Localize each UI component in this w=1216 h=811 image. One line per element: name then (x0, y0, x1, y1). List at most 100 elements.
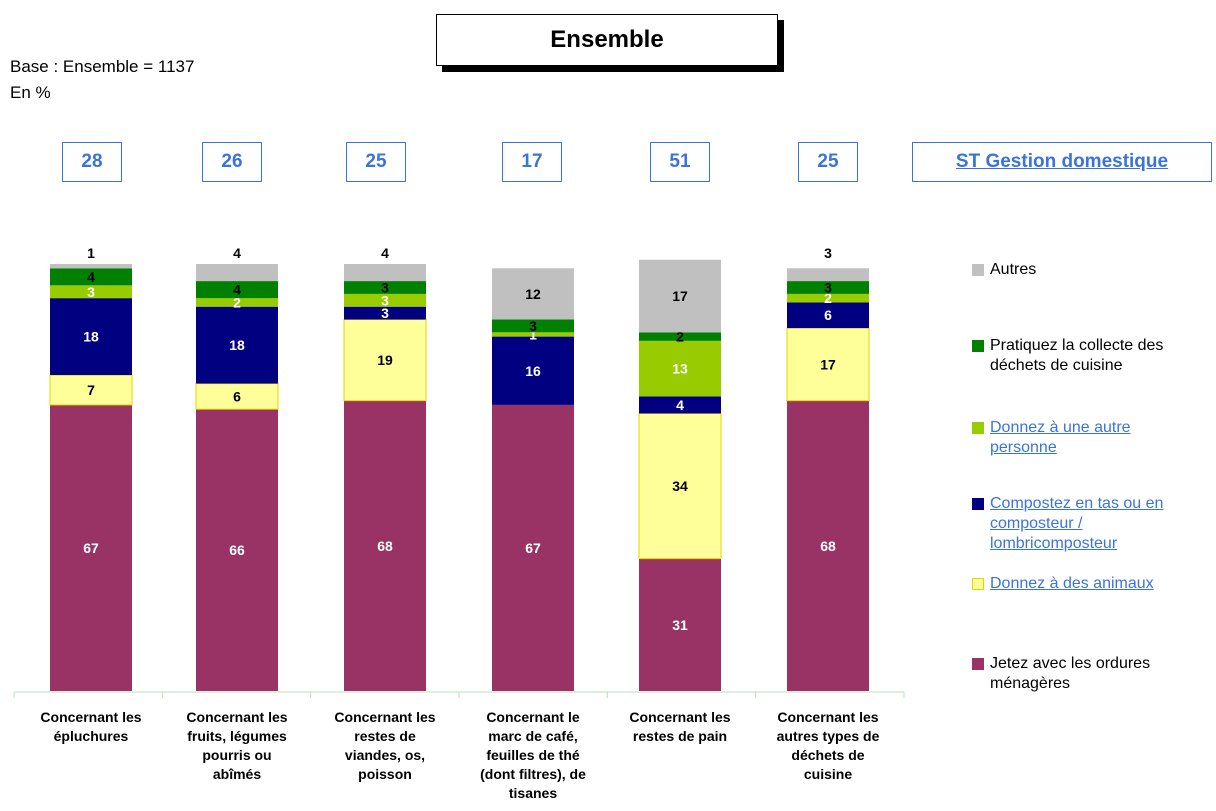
legend-label-line[interactable]: lombricomposteur (990, 535, 1118, 552)
data-label: 1 (87, 245, 95, 261)
bar-segment-donnez-personne (787, 293, 869, 303)
legend-label-line: déchets de cuisine (990, 357, 1123, 374)
category-label: Concernant les restes de pain (610, 708, 750, 746)
legend-label[interactable]: Donnez à des animaux (990, 574, 1154, 594)
bar-segment-jetez (50, 404, 132, 691)
category-label-line: restes de pain (632, 728, 728, 744)
category-label-line: autres types de (776, 728, 880, 744)
bar-segment-jetez (196, 409, 278, 691)
legend-label-line[interactable]: Donnez à des animaux (990, 575, 1154, 592)
legend-item[interactable]: Donnez à des animaux (972, 574, 1212, 594)
st-total-2: 26 (202, 142, 262, 182)
legend-label-line[interactable]: composteur / (990, 515, 1083, 532)
data-label: 68 (377, 538, 393, 554)
legend-label[interactable]: Compostez en tas ou en composteur / lombri… (990, 494, 1163, 554)
st-total-value: 51 (669, 151, 691, 172)
legend-label: Autres (990, 260, 1036, 280)
category-label-line: marc de café, (488, 728, 578, 744)
data-label: 6 (233, 388, 241, 404)
category-label-line: (dont filtres), de (480, 766, 586, 782)
base-note: Base : Ensemble = 1137 En % (10, 54, 194, 106)
category-label: Concernant les épluchures (21, 708, 161, 746)
bar-segment-collecte (787, 281, 869, 294)
data-label: 34 (672, 478, 688, 494)
st-total-value: 25 (365, 151, 387, 172)
data-label: 6 (824, 307, 832, 323)
bar-segment-collecte (196, 281, 278, 299)
bar-segment-compostez (492, 336, 574, 405)
legend-label-line: Autres (990, 261, 1037, 278)
data-label: 17 (672, 288, 688, 304)
st-total-value: 25 (817, 151, 839, 172)
bar-segment-animaux (343, 319, 427, 402)
legend-label-line: ménagères (990, 675, 1071, 692)
bar-segment-compostez (639, 396, 721, 414)
bar-segment-jetez (787, 400, 869, 691)
bar-segment-jetez (639, 558, 721, 691)
data-label: 3 (824, 279, 832, 295)
data-label: 18 (229, 337, 245, 353)
bar-segment-collecte (50, 268, 132, 286)
category-label-line: tisanes (508, 785, 558, 801)
bar-segment-autres (639, 259, 721, 333)
legend-item: Jetez avec les ordures ménagères (972, 654, 1212, 694)
bar-segment-autres (196, 264, 278, 282)
legend-swatch (972, 422, 984, 434)
bar-segment-animaux (49, 374, 133, 406)
legend-item[interactable]: Compostez en tas ou en composteur / lombri… (972, 494, 1212, 554)
category-label-line: Concernant les (40, 709, 142, 725)
category-label-line: cuisine (803, 766, 853, 782)
base-line: Base : Ensemble = 1137 (10, 57, 195, 76)
category-label-line: Concernant les (629, 709, 731, 725)
legend-label-line[interactable]: Donnez à une autre (990, 419, 1131, 436)
bar-segment-compostez (344, 306, 426, 320)
bar-segment-autres (344, 264, 426, 282)
category-label-line: fruits, légumes (187, 728, 287, 744)
data-label: 2 (233, 294, 241, 310)
bar-segment-donnez-personne (50, 285, 132, 299)
legend-label-line: Jetez avec les ordures (990, 655, 1151, 672)
category-label: Concernant les autres types de déchets de c… (758, 708, 898, 784)
data-label: 1 (529, 326, 537, 342)
st-label-box[interactable]: ST Gestion domestique (912, 142, 1212, 182)
unit-line: En % (10, 83, 51, 102)
data-label: 3 (87, 284, 95, 300)
legend-label-line: Pratiquez la collecte des (990, 337, 1164, 354)
category-label-line: viandes, os, (344, 747, 426, 763)
legend-swatch (972, 578, 984, 590)
category-label-line: restes de (354, 728, 416, 744)
chart-title: Ensemble (436, 14, 778, 66)
data-label: 66 (229, 542, 245, 558)
legend-label-line[interactable]: Compostez en tas ou en (990, 495, 1164, 512)
data-label: 4 (676, 397, 684, 413)
data-label: 4 (87, 269, 95, 285)
st-total-1: 28 (62, 142, 122, 182)
st-total-value: 17 (521, 151, 543, 172)
data-label: 3 (381, 305, 389, 321)
category-label: Concernant les restes de viandes, os, poiss… (315, 708, 455, 784)
legend-swatch (972, 264, 984, 276)
bar-segment-compostez (196, 306, 278, 384)
legend-label-line[interactable]: personne (990, 439, 1057, 456)
category-label-line: déchets de (791, 747, 865, 763)
st-total-value: 26 (221, 151, 243, 172)
category-label-line: Concernant les (334, 709, 436, 725)
data-label: 3 (381, 279, 389, 295)
bar-segment-donnez-personne (639, 340, 721, 397)
category-label-line: feuilles de thé (486, 747, 580, 763)
bar-segment-collecte (492, 319, 574, 333)
legend-item[interactable]: Donnez à une autre personne (972, 418, 1212, 458)
data-label: 2 (824, 290, 832, 306)
bar-segment-compostez (787, 302, 869, 329)
legend-swatch (972, 498, 984, 510)
legend-label: Jetez avec les ordures ménagères (990, 654, 1150, 694)
category-label: Concernant les fruits, légumes pourris ou a… (167, 708, 307, 784)
bar-segment-autres (492, 268, 574, 320)
st-label-link[interactable]: ST Gestion domestique (955, 151, 1169, 172)
bar-segment-collecte (344, 281, 426, 294)
data-label: 68 (820, 538, 836, 554)
category-label-line: poisson (358, 766, 412, 782)
legend-label[interactable]: Donnez à une autre personne (990, 418, 1131, 458)
data-label: 4 (381, 245, 389, 261)
